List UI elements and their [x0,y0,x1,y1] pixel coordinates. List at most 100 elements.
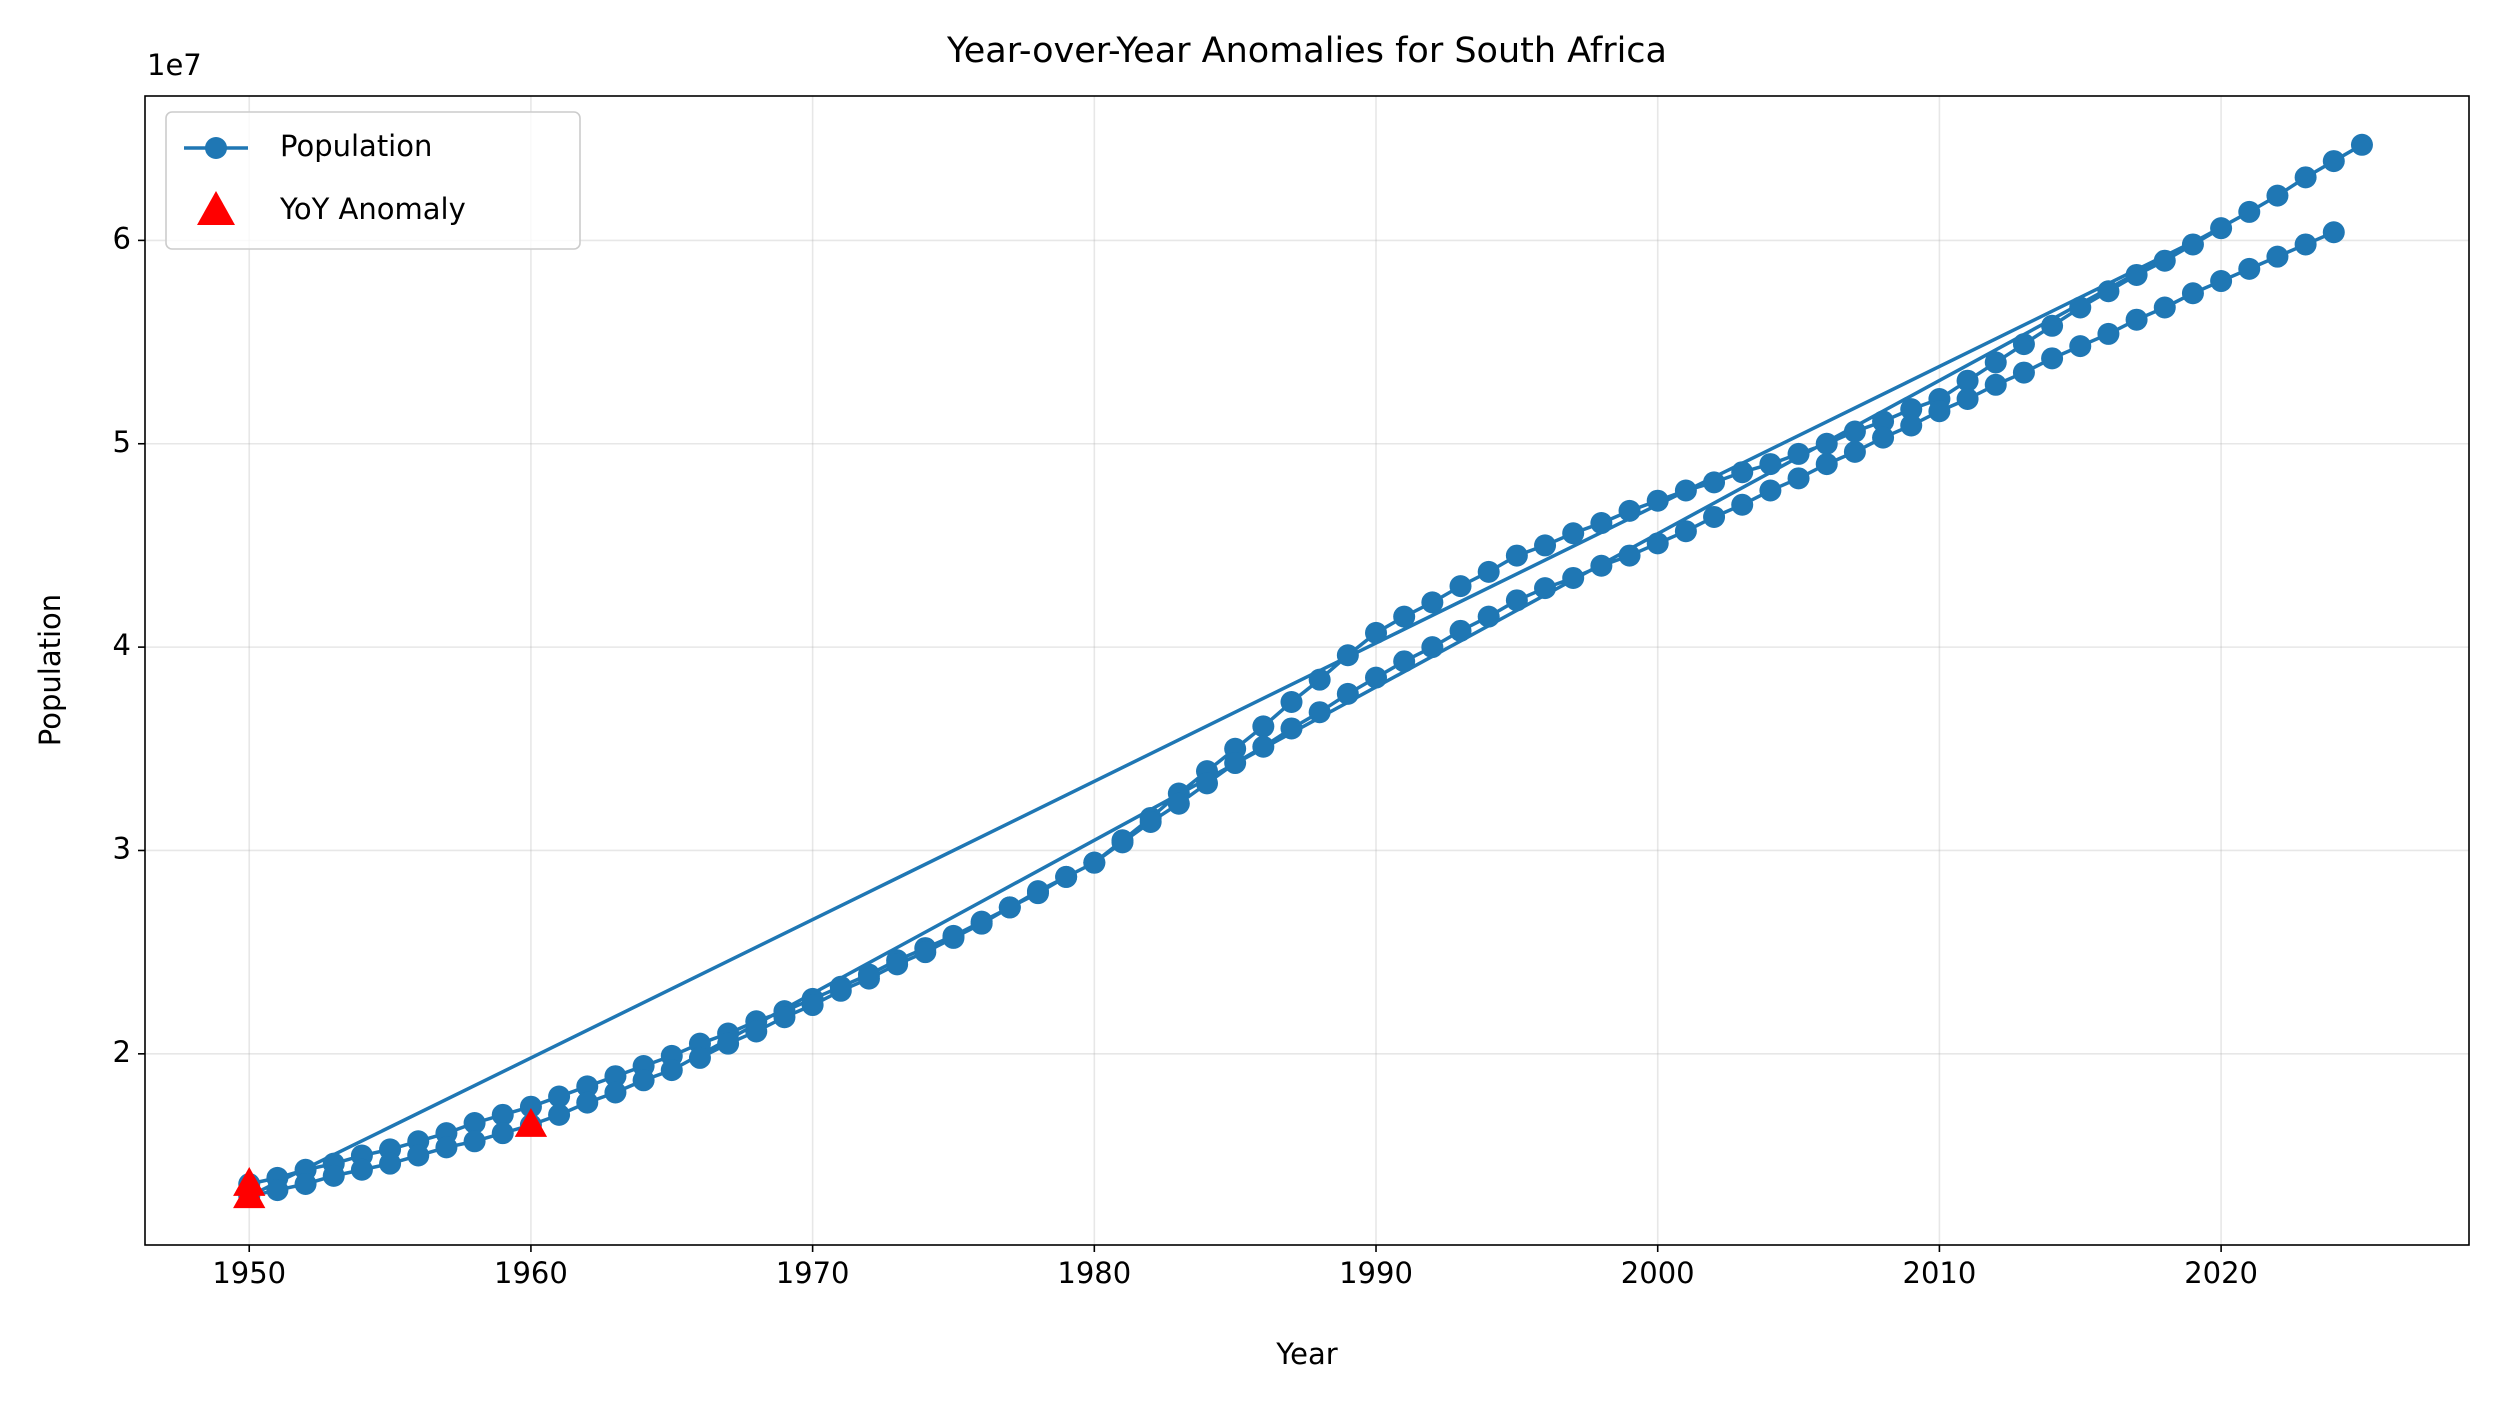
point-marker [1252,715,1275,738]
y-tick-label: 3 [113,831,131,865]
point-marker [1365,621,1388,644]
anomaly-marker [233,1166,266,1196]
point-marker [576,1075,599,1098]
x-tick-label: 2000 [1621,1256,1695,1290]
point-marker [2266,184,2289,207]
point-marker [2294,166,2317,189]
point-marker [2097,280,2120,303]
point-marker [2125,308,2148,331]
point-marker [688,1046,711,1069]
point-marker [1843,440,1866,463]
point-marker [1477,605,1500,628]
point-marker [1505,544,1528,567]
point-marker [548,1085,571,1108]
point-marker [886,953,909,976]
point-marker [2069,335,2092,358]
anomaly-marker [514,1108,548,1137]
point-marker [463,1130,486,1153]
point-marker [857,967,880,990]
point-marker [1562,522,1585,545]
point-marker [1421,636,1444,659]
x-tick-label: 2020 [2184,1256,2258,1290]
point-marker [2069,296,2092,319]
point-marker [1336,644,1359,667]
point-marker [632,1069,655,1092]
point-marker [1477,560,1500,583]
point-marker [1956,388,1979,411]
point-marker [1900,414,1923,437]
point-marker [1674,520,1697,543]
point-marker [2238,200,2261,223]
point-marker [1139,811,1162,834]
point-marker [1195,772,1218,795]
point-marker [2125,263,2148,286]
point-marker [1590,554,1613,577]
point-marker [1928,400,1951,423]
x-axis-label: Year [1275,1337,1337,1371]
point-marker [2238,257,2261,280]
point-marker [2181,233,2204,256]
point-marker [1224,752,1247,775]
legend-marker [205,137,227,159]
point-marker [1815,453,1838,476]
point-marker [407,1144,430,1167]
legend-label: Population [280,129,432,163]
y-offset-label: 1e7 [147,48,202,82]
point-marker [2153,249,2176,272]
point-marker [801,994,824,1017]
point-marker [2041,314,2064,337]
point-marker [1759,453,1782,476]
point-marker [1787,467,1810,490]
point-marker [660,1059,683,1082]
point-marker [1280,717,1303,740]
point-marker [773,1006,796,1029]
point-marker [1055,865,1078,888]
point-marker [294,1172,317,1195]
point-marker [576,1091,599,1114]
point-marker [1674,479,1697,502]
x-tick-label: 1960 [494,1256,568,1290]
point-marker [1562,566,1585,589]
point-marker [1449,619,1472,642]
point-marker [322,1164,345,1187]
point-marker [1703,471,1726,494]
point-marker [1843,420,1866,443]
x-tick-label: 1970 [776,1256,850,1290]
point-marker [942,926,965,949]
point-marker [1815,432,1838,455]
point-marker [829,979,852,1002]
point-marker [1731,493,1754,516]
point-marker [1336,682,1359,705]
point-marker [1787,442,1810,465]
point-marker [2210,217,2233,240]
point-marker [266,1179,289,1202]
y-tick-label: 5 [113,425,131,459]
x-tick-label: 1980 [1057,1256,1131,1290]
point-marker [1111,831,1134,854]
point-marker [463,1111,486,1134]
point-marker [745,1020,768,1043]
point-marker [2181,282,2204,305]
x-tick-label: 1950 [212,1256,286,1290]
point-marker [2041,347,2064,370]
y-axis-label: Population [33,594,67,746]
point-marker [717,1032,740,1055]
point-marker [1872,426,1895,449]
point-marker [350,1158,373,1181]
point-marker [1984,351,2007,374]
point-marker [1703,505,1726,528]
point-marker [1984,373,2007,396]
point-marker [491,1103,514,1126]
point-marker [1083,851,1106,874]
point-marker [1534,577,1557,600]
point-marker [1252,735,1275,758]
point-marker [2097,322,2120,345]
point-marker [1421,591,1444,614]
point-marker [970,912,993,935]
point-marker [2012,361,2035,384]
point-marker [2322,150,2345,173]
point-marker [2350,133,2373,156]
point-marker [1646,489,1669,512]
